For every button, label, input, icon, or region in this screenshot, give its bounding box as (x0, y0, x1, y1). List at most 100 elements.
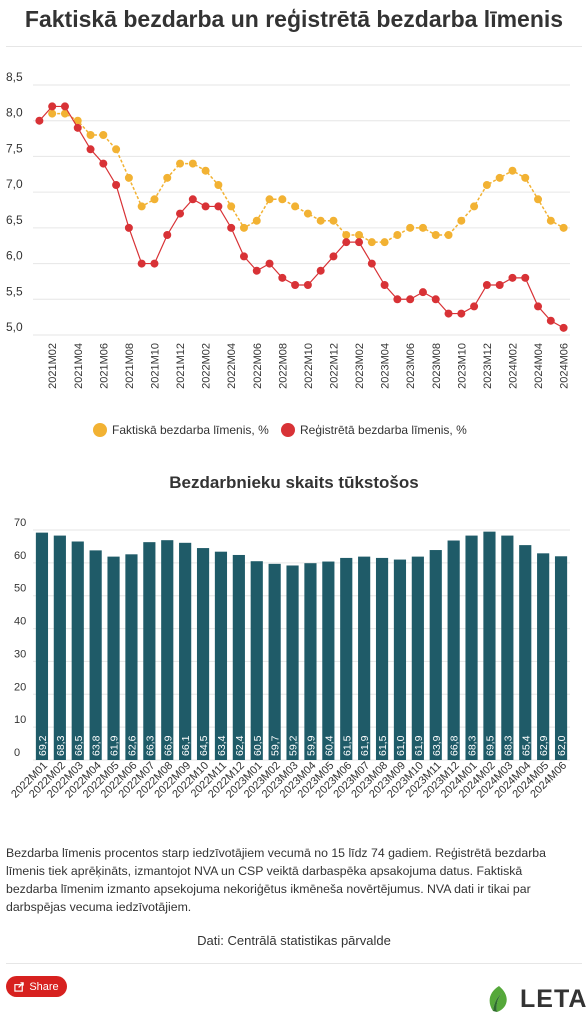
share-button[interactable]: Share (6, 976, 67, 997)
data-point (73, 116, 82, 125)
bar-value-label: 66,1 (180, 735, 192, 756)
data-point (431, 295, 440, 304)
bar-value-label: 60,4 (323, 735, 335, 756)
bar-value-label: 61,9 (413, 735, 425, 756)
footer-divider (6, 963, 582, 964)
data-point (406, 295, 415, 304)
data-point (380, 238, 389, 247)
bar-chart: Bezdarbnieku skaits tūkstošos 0 10 20 30 40 50… (9, 473, 570, 801)
data-point (457, 216, 466, 225)
bar-value-label: 68,3 (55, 735, 67, 756)
x-tick-label: 2024M02 (507, 343, 519, 389)
x-tick-label: 2023M02 (354, 343, 366, 389)
data-point (546, 216, 555, 225)
bar-value-label: 59,7 (270, 735, 282, 756)
x-tick-label: 2023M06 (405, 343, 417, 389)
bar-value-label: 63,8 (91, 735, 103, 756)
data-point (495, 281, 504, 289)
data-point (329, 252, 338, 261)
data-point (470, 202, 479, 211)
bar (429, 550, 442, 760)
bar-value-label: 68,3 (467, 735, 479, 756)
bar-value-label: 66,3 (144, 735, 156, 756)
data-point (534, 195, 543, 204)
data-point (99, 159, 108, 168)
legend-marker (93, 423, 107, 437)
bar-value-label: 65,4 (520, 735, 532, 756)
bar (304, 563, 317, 760)
data-point (444, 309, 453, 318)
bar-value-label: 61,0 (395, 735, 407, 756)
data-point (444, 231, 453, 239)
bar (232, 554, 245, 760)
data-point (176, 159, 185, 168)
data-point (265, 195, 274, 204)
data-point (303, 209, 312, 218)
x-tick-label: 2021M06 (98, 343, 110, 389)
bar (89, 550, 102, 760)
bar-value-label: 69,5 (484, 735, 496, 756)
bar-value-label: 69,2 (37, 735, 49, 756)
data-point (508, 166, 517, 175)
data-point (73, 123, 82, 132)
data-point (227, 202, 236, 211)
x-tick-label: 2022M04 (226, 343, 238, 389)
bar (214, 551, 228, 760)
data-point (495, 173, 504, 182)
data-point (291, 281, 300, 289)
bar (375, 557, 389, 760)
y-tick-label: 60 (14, 550, 26, 562)
bar (411, 556, 424, 760)
bar-value-label: 66,9 (162, 735, 174, 756)
data-point (86, 131, 95, 139)
data-point (342, 238, 351, 247)
bar (483, 531, 496, 760)
bar (161, 540, 174, 760)
data-point (418, 288, 427, 297)
data-point (48, 102, 57, 111)
y-tick-label: 7,5 (6, 141, 23, 155)
bar (322, 561, 335, 760)
x-tick-label: 2022M12 (328, 343, 340, 389)
bar (268, 563, 281, 760)
share-icon (14, 982, 25, 992)
bar-value-label: 63,9 (431, 735, 443, 756)
y-tick-label: 0 (14, 747, 20, 759)
data-point (303, 281, 312, 289)
data-point (482, 181, 491, 189)
bar (501, 535, 514, 760)
data-point (521, 273, 530, 282)
x-tick-label: 2021M10 (149, 343, 161, 389)
data-source: Dati: Centrālā statistikas pārvalde (197, 933, 391, 948)
leta-logo[interactable]: LETA (484, 984, 587, 1014)
data-point (163, 231, 172, 239)
data-point (112, 181, 121, 189)
x-tick-label: 2021M02 (47, 343, 59, 389)
y-tick-label: 30 (14, 648, 26, 660)
data-point (355, 238, 364, 247)
bar-value-label: 62,4 (234, 735, 246, 756)
bar-value-label: 62,0 (556, 735, 568, 756)
data-point (534, 302, 543, 311)
x-tick-label: 2021M12 (175, 343, 187, 389)
bar (53, 535, 66, 760)
bar (465, 535, 478, 760)
series-line (38, 105, 564, 329)
data-point (329, 216, 338, 225)
x-tick-label: 2022M02 (201, 343, 213, 389)
data-point (278, 195, 287, 204)
data-point (265, 259, 274, 268)
bar (519, 545, 532, 760)
x-tick-label: 2024M04 (533, 343, 545, 389)
data-point (291, 202, 300, 211)
data-point (355, 231, 364, 239)
x-tick-label: 2021M04 (73, 343, 85, 389)
x-tick-label: 2021M08 (124, 343, 136, 389)
logo-text: LETA (520, 984, 588, 1013)
y-tick-label: 8,5 (6, 70, 23, 84)
data-point (559, 323, 568, 332)
data-point (393, 295, 402, 304)
bar-value-label: 62,9 (538, 735, 550, 756)
data-point (380, 281, 389, 289)
bar-value-label: 68,3 (502, 735, 514, 756)
